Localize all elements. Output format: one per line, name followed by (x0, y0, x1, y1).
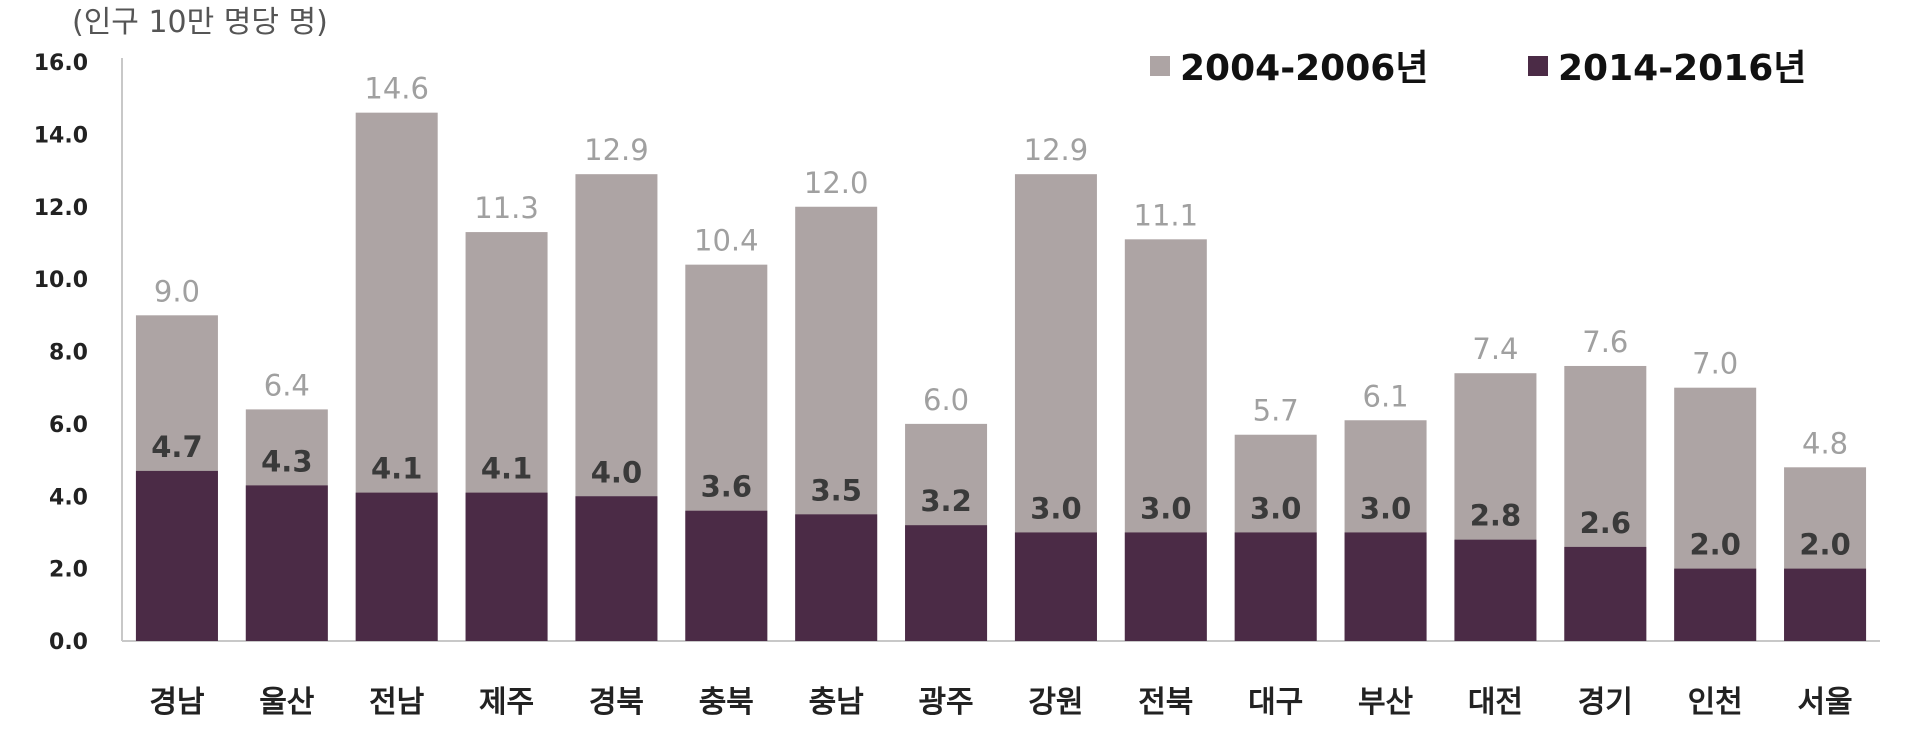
bar-2014-2016 (135, 470, 218, 641)
x-category-label: 제주 (479, 685, 534, 720)
data-labels: 9.0 4.7 6.4 4.3 14.6 4.1 11.3 4.1 12.9 4.0 10.4 3.6… (151, 72, 1851, 562)
data-label-2004-2006: 5.7 (1253, 394, 1299, 428)
bar-2014-2016 (1784, 568, 1867, 641)
data-label-2004-2006: 6.0 (923, 383, 969, 417)
legend-label-2004-2006: 2004-2006년 (1180, 48, 1428, 89)
data-label-2014-2016: 4.3 (261, 444, 312, 478)
x-category-label: 경기 (1578, 685, 1633, 720)
data-label-2004-2006: 7.4 (1472, 332, 1518, 366)
x-category-label: 대전 (1468, 685, 1523, 720)
x-category-label: 인천 (1688, 685, 1743, 720)
bar-2014-2016 (1344, 532, 1427, 641)
x-category-label: 울산 (259, 685, 315, 720)
data-label-2004-2006: 6.1 (1363, 379, 1409, 413)
data-label-2004-2006: 7.0 (1692, 347, 1738, 381)
data-label-2014-2016: 3.6 (701, 470, 752, 504)
data-label-2014-2016: 4.0 (591, 455, 642, 489)
y-tick-label: 0.0 (49, 630, 88, 655)
legend-swatch-2014-2016 (1528, 56, 1548, 76)
data-label-2004-2006: 12.9 (584, 133, 649, 167)
x-category-label: 서울 (1797, 685, 1852, 720)
unit-label: (인구 10만 명당 명) (72, 5, 328, 40)
x-category-label: 강원 (1028, 685, 1083, 720)
bar-2014-2016 (355, 492, 438, 641)
legend-label-2014-2016: 2014-2016년 (1558, 48, 1806, 89)
data-label-2004-2006: 14.6 (364, 72, 429, 106)
y-tick-label: 4.0 (49, 485, 88, 510)
bar-2014-2016 (795, 514, 878, 641)
bar-2014-2016 (905, 525, 988, 641)
y-axis-ticks: 0.0 2.0 4.0 6.0 8.0 10.0 12.0 14.0 16.0 (34, 51, 88, 655)
x-category-label: 부산 (1358, 685, 1414, 720)
data-label-2004-2006: 7.6 (1582, 325, 1628, 359)
x-category-label: 충북 (699, 685, 754, 720)
data-label-2004-2006: 6.4 (264, 368, 310, 402)
data-label-2014-2016: 4.7 (151, 430, 202, 464)
x-category-label: 경북 (589, 685, 644, 720)
x-category-label: 전남 (369, 685, 425, 720)
data-label-2004-2006: 12.0 (804, 166, 869, 200)
bar-2014-2016 (465, 492, 548, 641)
data-label-2004-2006: 9.0 (154, 274, 200, 308)
x-category-label: 경남 (149, 685, 205, 720)
bar-2014-2016 (575, 496, 658, 641)
data-label-2014-2016: 3.0 (1030, 491, 1081, 525)
data-label-2014-2016: 2.8 (1470, 499, 1521, 533)
data-label-2014-2016: 4.1 (371, 452, 422, 486)
data-label-2004-2006: 12.9 (1024, 133, 1089, 167)
bar-2014-2016 (685, 510, 768, 641)
x-axis-categories: 경남 울산 전남 제주 경북 충북 충남 광주 강원 전북 대구 부산 대전 경기 인천 서울 (149, 685, 1852, 720)
data-label-2014-2016: 3.0 (1360, 491, 1411, 525)
data-label-2004-2006: 10.4 (694, 224, 759, 258)
data-label-2014-2016: 3.5 (811, 473, 862, 507)
x-category-label: 대구 (1248, 685, 1303, 720)
data-label-2014-2016: 2.0 (1799, 528, 1850, 562)
data-label-2014-2016: 4.1 (481, 452, 532, 486)
x-category-label: 충남 (809, 685, 865, 720)
y-tick-label: 6.0 (49, 413, 88, 438)
data-label-2014-2016: 3.0 (1140, 491, 1191, 525)
data-label-2014-2016: 3.2 (920, 484, 971, 518)
bar-2014-2016 (1454, 539, 1537, 641)
bar-2014-2016 (1564, 546, 1647, 641)
series-2014-2016-bars (135, 470, 1867, 641)
y-tick-label: 14.0 (34, 123, 88, 148)
x-category-label: 전북 (1138, 685, 1193, 720)
y-tick-label: 12.0 (34, 196, 88, 221)
y-tick-label: 8.0 (49, 341, 88, 366)
bar-2014-2016 (1124, 532, 1207, 641)
y-tick-label: 10.0 (34, 268, 88, 293)
data-label-2014-2016: 2.0 (1690, 528, 1741, 562)
data-label-2004-2006: 4.8 (1802, 426, 1848, 460)
data-label-2004-2006: 11.3 (474, 191, 539, 225)
bar-2014-2016 (1014, 532, 1097, 641)
data-label-2014-2016: 2.6 (1580, 506, 1631, 540)
data-label-2014-2016: 3.0 (1250, 491, 1301, 525)
y-tick-label: 2.0 (49, 558, 88, 583)
legend: 2004-2006년 2014-2016년 (1150, 48, 1806, 89)
data-label-2004-2006: 11.1 (1134, 198, 1199, 232)
y-tick-label: 16.0 (34, 51, 88, 76)
bar-2014-2016 (245, 485, 328, 641)
bar-2014-2016 (1674, 568, 1757, 641)
bar-2014-2016 (1234, 532, 1317, 641)
legend-swatch-2004-2006 (1150, 56, 1170, 76)
x-category-label: 광주 (918, 685, 973, 720)
